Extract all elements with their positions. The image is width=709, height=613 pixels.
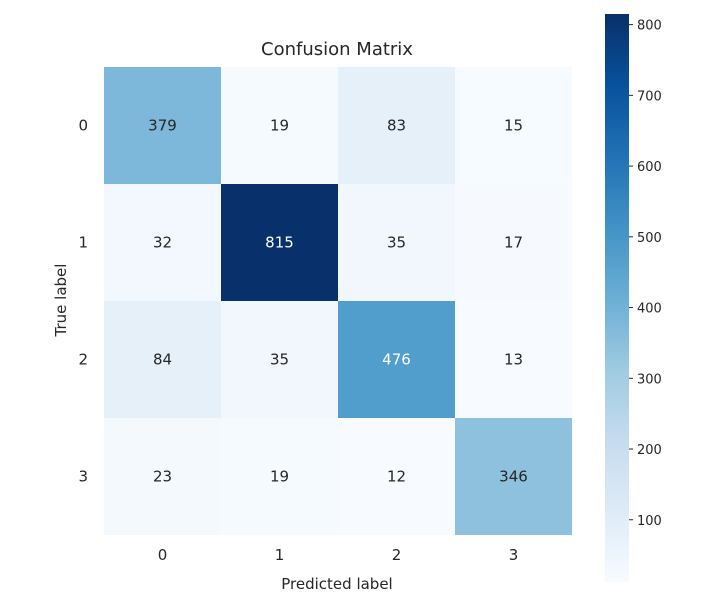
y-tick-label: 3 bbox=[78, 468, 88, 486]
cell-value-label: 379 bbox=[148, 117, 177, 135]
heatmap-cell bbox=[455, 418, 572, 535]
cell-value-label: 815 bbox=[265, 234, 294, 252]
colorbar-tick-label: 400 bbox=[637, 302, 662, 317]
heatmap-cell bbox=[338, 418, 455, 535]
y-axis-tick-labels: 0 1 2 3 bbox=[78, 117, 88, 486]
cell-value-label: 19 bbox=[270, 468, 289, 486]
colorbar: 100 200 300 400 500 600 700 800 bbox=[605, 14, 662, 582]
colorbar-tick-label: 700 bbox=[637, 89, 662, 104]
heatmap-cell bbox=[455, 184, 572, 301]
y-axis-label: True label bbox=[52, 264, 70, 338]
heatmap-cell bbox=[338, 184, 455, 301]
y-tick-label: 0 bbox=[78, 117, 88, 135]
cell-value-label: 346 bbox=[499, 468, 528, 486]
x-tick-label: 1 bbox=[275, 546, 285, 564]
heatmap-cell bbox=[338, 67, 455, 184]
cell-value-label: 15 bbox=[504, 117, 523, 135]
cell-value-label: 84 bbox=[153, 351, 172, 369]
colorbar-ticks: 100 200 300 400 500 600 700 800 bbox=[629, 19, 662, 529]
colorbar-tick-label: 600 bbox=[637, 160, 662, 175]
y-tick-label: 2 bbox=[78, 351, 88, 369]
x-tick-label: 3 bbox=[509, 546, 519, 564]
heatmap-cell bbox=[338, 301, 455, 418]
colorbar-tick-label: 500 bbox=[637, 231, 662, 246]
heatmap-cell bbox=[221, 418, 338, 535]
colorbar-tick-label: 100 bbox=[637, 514, 662, 529]
colorbar-tick-label: 800 bbox=[637, 19, 662, 34]
heatmap-cells bbox=[104, 67, 572, 535]
cell-value-labels: 379 19 83 15 32 815 35 17 84 35 476 13 23 19 12 346 bbox=[148, 117, 528, 486]
heatmap-cell bbox=[455, 67, 572, 184]
colorbar-tick-label: 200 bbox=[637, 443, 662, 458]
cell-value-label: 35 bbox=[387, 234, 406, 252]
chart-title: Confusion Matrix bbox=[261, 39, 413, 60]
x-axis-label: Predicted label bbox=[281, 575, 392, 593]
cell-value-label: 12 bbox=[387, 468, 406, 486]
colorbar-gradient bbox=[605, 14, 629, 582]
cell-value-label: 17 bbox=[504, 234, 523, 252]
cell-value-label: 19 bbox=[270, 117, 289, 135]
heatmap-cell bbox=[221, 184, 338, 301]
heatmap-cell bbox=[104, 184, 221, 301]
x-tick-label: 0 bbox=[158, 546, 168, 564]
cell-value-label: 83 bbox=[387, 117, 406, 135]
x-axis-tick-labels: 0 1 2 3 bbox=[158, 546, 519, 564]
heatmap-cell bbox=[104, 301, 221, 418]
heatmap-cell bbox=[455, 301, 572, 418]
cell-value-label: 13 bbox=[504, 351, 523, 369]
heatmap-cell bbox=[221, 301, 338, 418]
y-tick-label: 1 bbox=[78, 234, 88, 252]
cell-value-label: 32 bbox=[153, 234, 172, 252]
heatmap-cell bbox=[104, 67, 221, 184]
cell-value-label: 23 bbox=[153, 468, 172, 486]
heatmap-cell bbox=[104, 418, 221, 535]
heatmap-cell bbox=[221, 67, 338, 184]
x-tick-label: 2 bbox=[392, 546, 402, 564]
cell-value-label: 35 bbox=[270, 351, 289, 369]
colorbar-tick-label: 300 bbox=[637, 372, 662, 387]
cell-value-label: 476 bbox=[382, 351, 411, 369]
